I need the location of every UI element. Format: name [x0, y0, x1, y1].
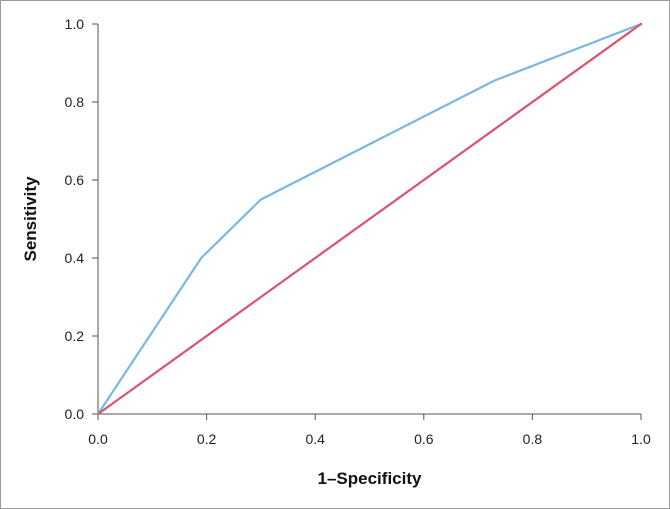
- x-axis-title: 1–Specificity: [318, 469, 422, 488]
- x-ticks: 0.0 0.2 0.4 0.6 0.8 1.0: [88, 414, 651, 447]
- y-tick-label: 1.0: [65, 16, 85, 32]
- y-axis-title: Sensitivity: [21, 176, 40, 262]
- axes: [97, 24, 641, 415]
- x-tick-label: 0.2: [197, 431, 217, 447]
- x-tick-label: 0.6: [414, 431, 434, 447]
- y-tick-label: 0.6: [65, 172, 85, 188]
- x-tick-label: 0.0: [88, 431, 108, 447]
- y-tick-label: 0.2: [65, 328, 85, 344]
- y-tick-label: 0.0: [65, 406, 85, 422]
- series-layer: [96, 22, 643, 416]
- reference-diagonal-line: [96, 22, 643, 416]
- x-tick-label: 0.4: [305, 431, 325, 447]
- x-tick-label: 0.8: [523, 431, 543, 447]
- x-tick-label: 1.0: [631, 431, 651, 447]
- y-tick-label: 0.4: [65, 250, 85, 266]
- roc-curve-line: [96, 22, 643, 416]
- y-ticks: 0.0 0.2 0.4 0.6 0.8 1.0: [65, 16, 98, 422]
- y-tick-label: 0.8: [65, 94, 85, 110]
